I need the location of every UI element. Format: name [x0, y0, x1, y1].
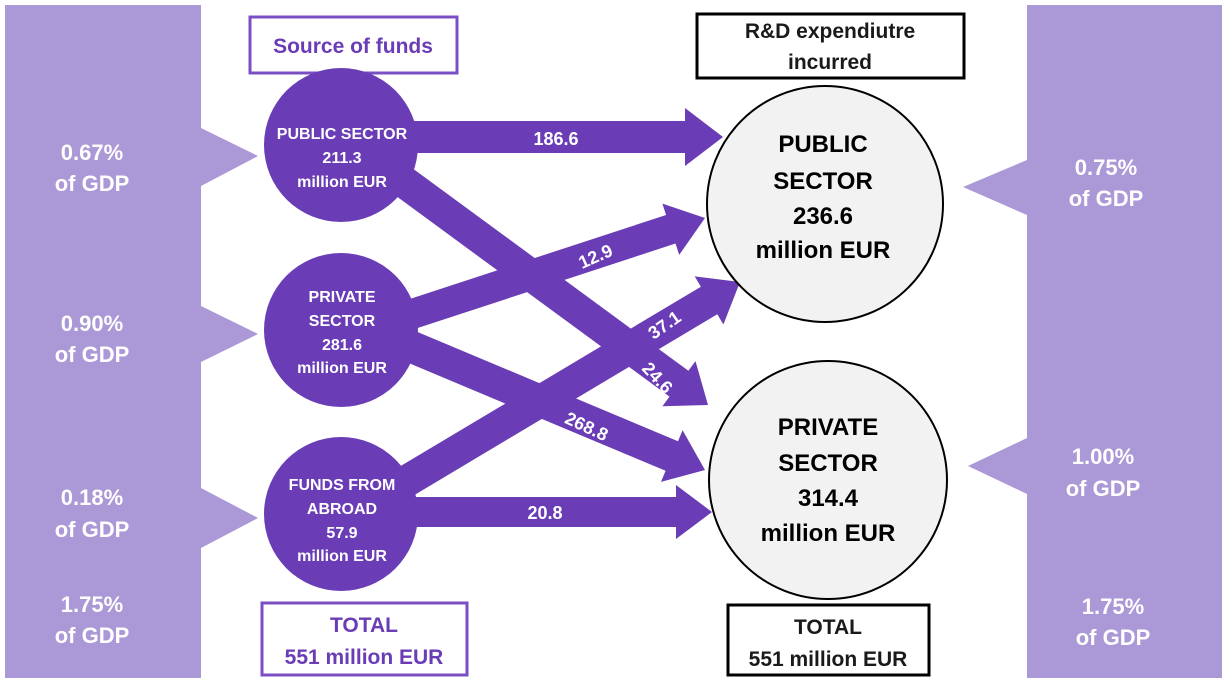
- target-private-line2: SECTOR: [778, 450, 878, 477]
- left-gdp-public: 0.67% of GDP: [55, 140, 130, 196]
- source-private-line3: 281.6: [322, 337, 362, 354]
- left-gdp-abroad: 0.18% of GDP: [55, 485, 130, 542]
- expenditure-header: R&D expendiutre incurred: [695, 12, 966, 80]
- flow-label-abroad-to-private: 20.8: [527, 503, 562, 523]
- source-abroad-line1: FUNDS FROM: [289, 477, 396, 494]
- left-gdp-panel: [5, 5, 201, 678]
- left-pointer-abroad: [201, 488, 258, 548]
- left-gdp-total-label: of GDP: [55, 623, 130, 648]
- total-source-box: TOTAL 551 million EUR: [260, 601, 469, 677]
- left-gdp-private-pct: 0.90%: [61, 311, 123, 336]
- source-private-line4: million EUR: [297, 360, 387, 377]
- target-node-private: PRIVATE SECTOR 314.4 million EUR: [708, 360, 948, 600]
- source-public-line2: 211.3: [322, 150, 361, 167]
- right-gdp-public-pct: 0.75%: [1075, 155, 1137, 180]
- right-gdp-panel: [1027, 5, 1222, 678]
- target-public-line4: million EUR: [756, 237, 891, 264]
- source-public-line3: million EUR: [297, 174, 387, 191]
- source-node-abroad: FUNDS FROM ABROAD 57.9 million EUR: [264, 437, 418, 591]
- source-node-private: PRIVATE SECTOR 281.6 million EUR: [264, 253, 418, 407]
- arrow-public-to-public: [395, 108, 723, 166]
- flow-label-public-to-public: 186.6: [533, 129, 578, 149]
- left-gdp-public-label: of GDP: [55, 171, 130, 196]
- right-gdp-total-label: of GDP: [1076, 625, 1151, 650]
- target-public-line2: SECTOR: [773, 168, 873, 195]
- total-expenditure-box: TOTAL 551 million EUR: [726, 603, 931, 677]
- arrow-private-to-public: [395, 203, 705, 333]
- expenditure-title-line2: incurred: [788, 51, 872, 74]
- total-expenditure-line2: 551 million EUR: [749, 648, 908, 671]
- total-source-line1: TOTAL: [330, 614, 398, 637]
- right-pointer-private: [968, 438, 1027, 494]
- right-gdp-total-pct: 1.75%: [1082, 594, 1144, 619]
- target-private-line3: 314.4: [798, 485, 859, 512]
- left-pointer-public: [201, 128, 258, 186]
- target-private-line1: PRIVATE: [778, 414, 878, 441]
- source-node-public: PUBLIC SECTOR 211.3 million EUR: [264, 68, 418, 222]
- right-pointer-public: [963, 160, 1027, 215]
- right-gdp-public: 0.75% of GDP: [1069, 155, 1144, 211]
- right-gdp-private: 1.00% of GDP: [1066, 444, 1141, 501]
- left-gdp-private-label: of GDP: [55, 342, 130, 367]
- left-gdp-abroad-label: of GDP: [55, 517, 130, 542]
- right-gdp-private-label: of GDP: [1066, 476, 1141, 501]
- source-public-line1: PUBLIC SECTOR: [277, 126, 408, 143]
- left-gdp-total: 1.75% of GDP: [55, 592, 130, 648]
- target-public-line3: 236.6: [793, 203, 853, 230]
- arrow-abroad-to-public: [386, 276, 740, 502]
- source-abroad-line2: ABROAD: [307, 501, 377, 518]
- target-public-line1: PUBLIC: [778, 131, 867, 158]
- source-of-funds-title: Source of funds: [273, 35, 433, 58]
- left-gdp-total-pct: 1.75%: [61, 592, 123, 617]
- left-gdp-abroad-pct: 0.18%: [61, 485, 123, 510]
- arrow-abroad-to-private: [395, 485, 712, 539]
- source-private-line1: PRIVATE: [309, 289, 376, 306]
- left-gdp-public-pct: 0.67%: [61, 140, 123, 165]
- target-node-public: PUBLIC SECTOR 236.6 million EUR: [706, 85, 944, 323]
- total-source-line2: 551 million EUR: [285, 646, 444, 669]
- left-pointer-private: [201, 306, 258, 362]
- right-gdp-total: 1.75% of GDP: [1076, 594, 1151, 650]
- source-of-funds-header: Source of funds: [248, 15, 459, 75]
- left-gdp-private: 0.90% of GDP: [55, 311, 130, 367]
- flow-arrows: [375, 108, 740, 539]
- right-gdp-private-pct: 1.00%: [1072, 444, 1134, 469]
- expenditure-title-line1: R&D expendiutre: [745, 20, 915, 43]
- source-abroad-line4: million EUR: [297, 548, 387, 565]
- source-private-line2: SECTOR: [309, 313, 376, 330]
- source-abroad-line3: 57.9: [326, 525, 357, 542]
- total-expenditure-line1: TOTAL: [794, 616, 862, 639]
- target-private-line4: million EUR: [761, 520, 896, 547]
- right-gdp-public-label: of GDP: [1069, 186, 1144, 211]
